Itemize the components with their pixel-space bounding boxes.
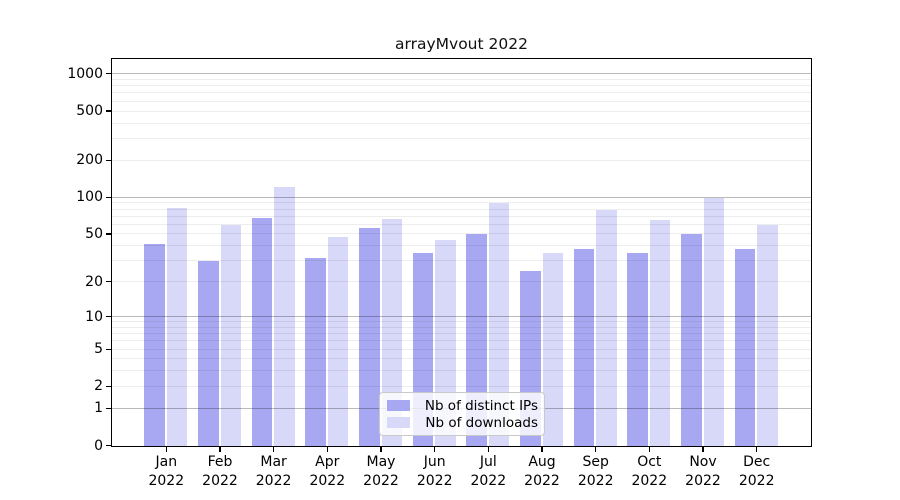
y-tick-label-50: 50 xyxy=(85,225,103,242)
y-tick-label-10: 10 xyxy=(85,308,103,325)
x-tick-mark xyxy=(219,446,221,452)
y-tick-mark xyxy=(106,407,112,409)
bar-distinct-ips-oct xyxy=(627,253,648,446)
y-tick-label-0: 0 xyxy=(94,437,103,454)
x-tick-label-dec: Dec 2022 xyxy=(738,454,775,489)
bar-downloads-aug xyxy=(542,253,563,446)
y-tick-mark xyxy=(106,73,112,75)
x-tick-label-jul: Jul 2022 xyxy=(470,454,507,489)
legend-label-downloads: Nb of downloads xyxy=(425,414,538,431)
y-tick-mark xyxy=(106,110,112,112)
y-tick-mark xyxy=(106,315,112,318)
y-tick-mark xyxy=(106,281,112,283)
bar-downloads-may xyxy=(381,219,402,446)
bar-downloads-apr xyxy=(327,236,349,446)
y-tick-mark xyxy=(106,196,112,198)
x-tick-mark xyxy=(273,446,275,452)
x-tick-label-apr: Apr 2022 xyxy=(309,454,346,489)
y-tick-label-1000: 1000 xyxy=(67,65,103,82)
y-tick-mark xyxy=(106,159,112,161)
x-tick-label-nov: Nov 2022 xyxy=(685,454,721,489)
bar-downloads-nov xyxy=(703,197,724,446)
plot-area xyxy=(111,58,812,447)
bar-downloads-oct xyxy=(649,219,671,446)
legend-row: Nb of distinct IPs xyxy=(387,397,538,414)
x-tick-label-oct: Oct 2022 xyxy=(631,454,668,489)
y-tick-label-20: 20 xyxy=(85,273,103,290)
bar-distinct-ips-feb xyxy=(198,261,219,446)
y-tick-label-200: 200 xyxy=(76,152,103,169)
x-tick-mark xyxy=(487,446,489,452)
bar-distinct-ips-dec xyxy=(734,248,756,446)
bar-downloads-mar xyxy=(274,187,295,446)
legend-row: Nb of downloads xyxy=(387,414,538,431)
bar-downloads-sep xyxy=(596,209,617,446)
y-tick-mark xyxy=(106,348,112,350)
x-tick-mark xyxy=(702,446,704,452)
x-tick-mark xyxy=(756,446,758,452)
legend-swatch-distinct-ips xyxy=(387,400,410,411)
x-tick-label-aug: Aug 2022 xyxy=(524,454,560,489)
bar-downloads-feb xyxy=(220,224,241,446)
x-tick-mark xyxy=(165,446,167,452)
x-tick-label-mar: Mar 2022 xyxy=(255,454,292,489)
y-tick-label-5: 5 xyxy=(94,341,103,358)
bar-distinct-ips-jan xyxy=(144,243,165,446)
chart-title: arrayMvout 2022 xyxy=(395,35,528,53)
y-tick-mark xyxy=(106,233,112,235)
y-tick-mark xyxy=(106,385,112,388)
x-tick-label-may: May 2022 xyxy=(363,454,399,489)
x-tick-label-jun: Jun 2022 xyxy=(416,454,453,489)
bar-downloads-jul xyxy=(488,203,510,446)
bar-distinct-ips-nov xyxy=(681,234,702,446)
x-tick-mark xyxy=(541,446,543,452)
x-tick-mark xyxy=(595,446,597,452)
x-tick-label-feb: Feb 2022 xyxy=(202,454,238,489)
x-tick-mark xyxy=(380,446,382,452)
y-tick-mark xyxy=(106,444,112,447)
y-tick-label-2: 2 xyxy=(94,378,103,395)
bar-downloads-jan xyxy=(166,208,188,446)
legend-label-distinct-ips: Nb of distinct IPs xyxy=(424,397,538,414)
bar-distinct-ips-apr xyxy=(305,257,326,446)
x-tick-label-jan: Jan 2022 xyxy=(148,454,185,489)
x-tick-mark xyxy=(326,446,328,452)
x-tick-mark xyxy=(434,446,436,452)
legend-swatch-downloads xyxy=(387,417,410,428)
y-tick-label-100: 100 xyxy=(76,189,103,206)
y-tick-label-500: 500 xyxy=(76,103,103,119)
legend: Nb of distinct IPs Nb of downloads xyxy=(379,392,545,436)
bar-distinct-ips-mar xyxy=(251,218,273,446)
bar-distinct-ips-sep xyxy=(573,248,595,446)
y-tick-label-1: 1 xyxy=(94,400,103,417)
x-tick-mark xyxy=(648,446,650,452)
bar-downloads-dec xyxy=(757,224,778,446)
bar-distinct-ips-may xyxy=(359,227,380,446)
bars-layer xyxy=(112,59,811,446)
x-tick-label-sep: Sep 2022 xyxy=(577,454,614,489)
